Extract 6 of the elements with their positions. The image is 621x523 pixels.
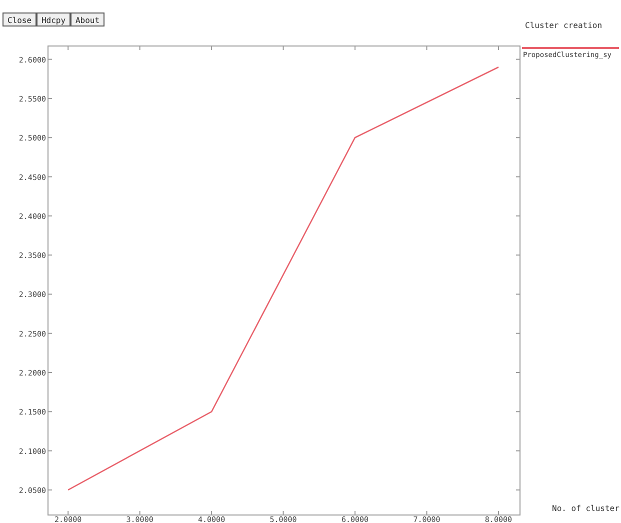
button: About <box>70 12 104 26</box>
line-series <box>67 66 500 491</box>
button: Hdcpy <box>36 12 70 26</box>
text: Cluster creation <box>525 21 602 30</box>
x-axis-title: No. of cluster <box>552 504 620 513</box>
button: Close <box>2 12 36 26</box>
